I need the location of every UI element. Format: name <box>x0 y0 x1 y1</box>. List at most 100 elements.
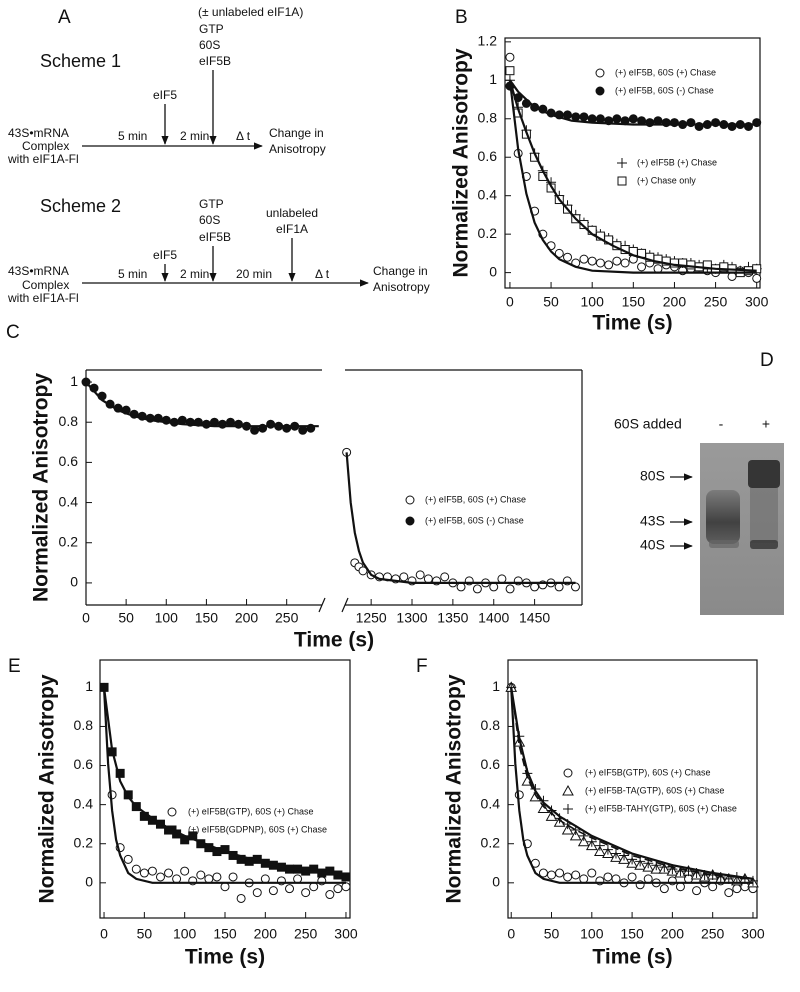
point <box>554 582 564 592</box>
interval-label: 5 min <box>118 129 147 143</box>
point <box>505 584 515 594</box>
point <box>538 868 548 878</box>
y-axis-label: Normalized Anisotropy <box>443 674 466 903</box>
point <box>563 872 573 882</box>
panel-label: B <box>455 7 468 28</box>
x-tick-label: 200 <box>661 926 685 942</box>
x-tick-label: 0 <box>506 294 514 310</box>
point <box>268 886 278 896</box>
point <box>587 256 597 266</box>
result-label: Anisotropy <box>269 142 326 156</box>
point <box>358 566 368 576</box>
x-tick-label: 50 <box>544 926 560 942</box>
x-tick-label: 200 <box>663 294 687 310</box>
x-tick-label: 250 <box>294 926 318 942</box>
point <box>579 220 589 230</box>
point <box>196 870 206 880</box>
chart: 0 0.2 0.4 0.6 0.8 1 0 50 100 150 200 250 1250 1300 135… <box>30 369 583 652</box>
point <box>341 882 351 892</box>
legend-label: (+) eIF5B(GTP), 60S (+) Chase <box>188 806 314 816</box>
point <box>595 114 605 124</box>
x-tick-label: 100 <box>155 610 179 626</box>
y-tick-label: 0.2 <box>481 834 501 850</box>
y-tick-label: 0.6 <box>481 756 501 772</box>
point <box>603 872 613 882</box>
legend-label: (+) eIF5B-TA(GTP), 60S (+) Chase <box>585 785 724 795</box>
point <box>201 419 211 429</box>
point <box>123 854 133 864</box>
scheme-title: Scheme 2 <box>40 196 121 216</box>
addition-label: 60S <box>199 38 220 52</box>
point <box>570 582 580 592</box>
point <box>530 582 540 592</box>
legend-marker <box>167 807 177 817</box>
x-tick-label: 1400 <box>478 610 509 626</box>
gel-panel: 60S added - + 80S 43S 40S <box>614 416 784 615</box>
interval-label: Δ t <box>236 129 251 143</box>
point <box>147 866 157 876</box>
point <box>595 258 605 268</box>
x-tick-label: 100 <box>581 294 605 310</box>
x-tick-label: 50 <box>118 610 134 626</box>
x-axis-label: Time (s) <box>185 946 265 969</box>
point <box>164 868 174 878</box>
legend-label: (+) eIF5B(GDPNP), 60S (+) Chase <box>188 824 327 834</box>
point <box>180 866 190 876</box>
interval-label: Δ t <box>315 267 330 281</box>
x-tick-label: 300 <box>745 294 769 310</box>
interval-label: 2 min <box>180 267 209 281</box>
y-tick-label: 0.4 <box>59 493 79 509</box>
x-tick-label: 1350 <box>437 610 468 626</box>
y-tick-label: 1 <box>489 71 497 87</box>
point <box>155 872 165 882</box>
y-tick-label: 0.6 <box>478 148 498 164</box>
scheme-1: Scheme 1 43S•mRNA Complex with eIF1A-Fl … <box>7 5 326 166</box>
point <box>708 882 718 892</box>
result-label: Change in <box>269 126 324 140</box>
x-tick-label: 150 <box>213 926 237 942</box>
y-tick-label: 0.4 <box>481 795 501 811</box>
legend-marker <box>617 158 627 168</box>
point <box>732 884 742 894</box>
point <box>692 886 702 896</box>
legend-marker <box>617 176 627 186</box>
x-tick-label: 250 <box>704 294 728 310</box>
x-tick-label: 1300 <box>396 610 427 626</box>
point <box>225 417 235 427</box>
addition-label: eIF5B <box>199 54 231 68</box>
x-tick-label: 250 <box>701 926 725 942</box>
point <box>220 882 230 892</box>
y-tick-label: 0 <box>85 874 93 890</box>
addition-label: eIF5B <box>199 230 231 244</box>
band-label: 40S <box>640 537 665 553</box>
y-tick-label: 0.4 <box>478 186 498 202</box>
legend-marker <box>563 768 573 778</box>
y-tick-label: 0.8 <box>478 109 498 125</box>
x-tick-label: 50 <box>543 294 559 310</box>
complex-label: with eIF1A-Fl <box>7 291 79 305</box>
fit-line <box>509 79 757 126</box>
point <box>579 254 589 264</box>
legend-marker <box>563 804 573 814</box>
y-tick-label: 0.2 <box>478 225 498 241</box>
y-tick-label: 0.2 <box>74 834 94 850</box>
point <box>415 570 425 580</box>
y-tick-label: 1 <box>85 678 93 694</box>
point <box>627 854 638 865</box>
legend-label: (+) eIF5B-TAHY(GTP), 60S (+) Chase <box>585 803 737 813</box>
point <box>554 248 564 258</box>
point <box>497 574 507 584</box>
point <box>325 890 335 900</box>
x-axis-label: Time (s) <box>294 629 374 652</box>
x-tick-label: 1250 <box>356 610 387 626</box>
fit-line <box>102 687 346 884</box>
x-tick-label: 0 <box>82 610 90 626</box>
point <box>577 835 590 847</box>
point <box>489 582 499 592</box>
fit-line <box>102 687 347 877</box>
x-tick-label: 300 <box>334 926 358 942</box>
point <box>423 574 433 584</box>
addition-label: eIF1A <box>276 222 308 236</box>
x-tick-label: 150 <box>620 926 644 942</box>
